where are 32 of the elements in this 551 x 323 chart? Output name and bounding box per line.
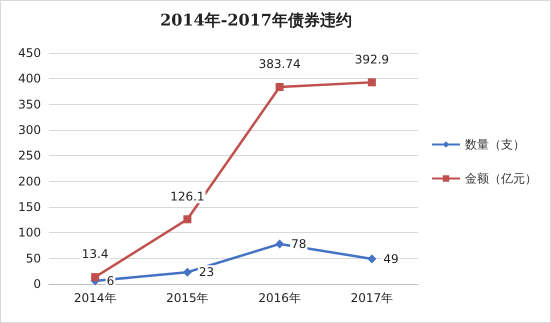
point xyxy=(367,254,376,264)
x-tick-label: 2017年 xyxy=(350,291,394,305)
y-tick-label: 150 xyxy=(18,200,41,214)
y-tick-label: 100 xyxy=(18,226,41,240)
x-tick-label: 2015年 xyxy=(166,291,209,305)
x-tick-label: 2016年 xyxy=(258,291,301,305)
legend-label: 金额（亿元） xyxy=(465,172,537,186)
y-tick-label: 450 xyxy=(18,46,41,60)
point xyxy=(182,268,192,277)
data-label: 392.9 xyxy=(354,52,390,66)
data-label: 126.1 xyxy=(170,189,205,204)
data-label: 49 xyxy=(383,252,399,266)
y-tick-label: 0 xyxy=(33,277,41,291)
point xyxy=(368,78,376,86)
y-tick-label: 400 xyxy=(18,72,41,86)
y-tick-label: 300 xyxy=(18,123,41,137)
data-label: 23 xyxy=(198,265,214,280)
chart-title: 2014年-2017年债券违约 xyxy=(160,10,352,30)
point xyxy=(183,215,192,224)
data-label: 13.4 xyxy=(82,247,108,262)
point xyxy=(276,83,284,92)
y-tick-label: 350 xyxy=(18,97,41,112)
data-label: 383.74 xyxy=(258,57,301,72)
point xyxy=(91,273,100,282)
data-label: 6 xyxy=(106,274,114,288)
x-tick-label: 2014年 xyxy=(74,291,116,305)
y-tick-label: 50 xyxy=(26,251,41,266)
y-tick-label: 200 xyxy=(18,174,41,188)
data-label: 78 xyxy=(291,236,306,251)
legend-label: 数量（支） xyxy=(465,138,525,152)
y-tick-label: 250 xyxy=(18,148,41,163)
point xyxy=(275,239,284,248)
